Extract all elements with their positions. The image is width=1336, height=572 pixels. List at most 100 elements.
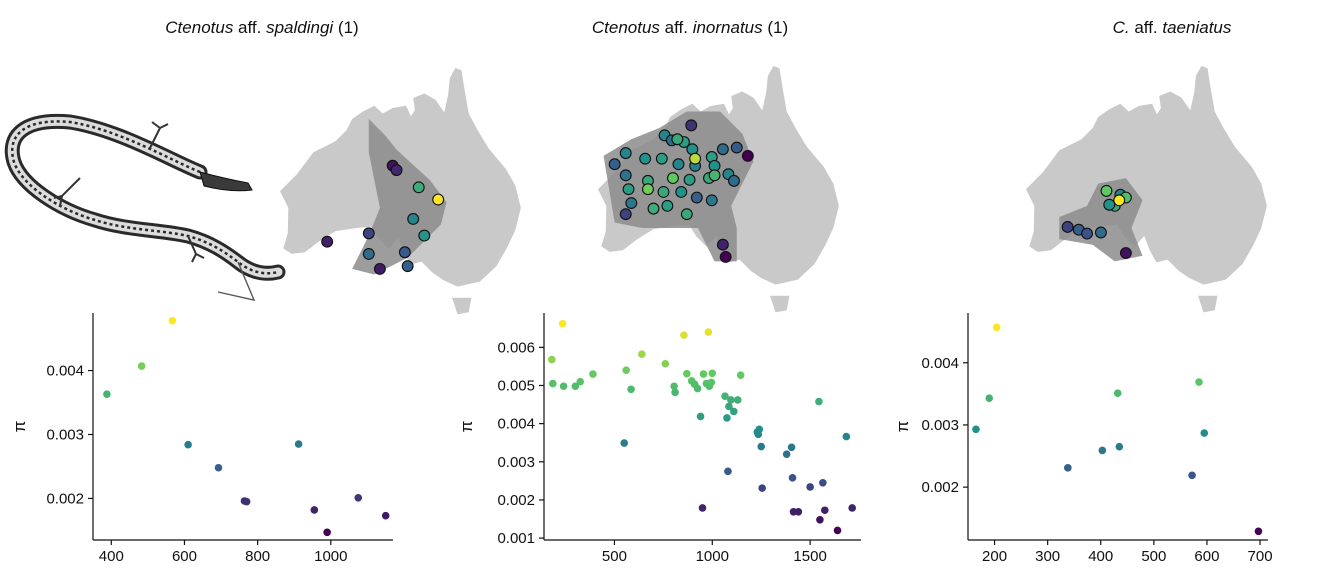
title-part: (1) <box>763 18 789 37</box>
y-tick-label: 0.001 <box>497 530 535 547</box>
sample-site <box>418 229 431 242</box>
data-point <box>723 414 731 422</box>
title-part: C. <box>1113 18 1130 37</box>
x-tick-label: 800 <box>245 548 270 565</box>
tasmania-map <box>1198 295 1218 313</box>
x-tick-label: 200 <box>982 548 1007 565</box>
sample-site <box>1113 194 1126 207</box>
data-point <box>992 323 1001 332</box>
data-point <box>788 474 797 482</box>
data-point <box>559 382 568 391</box>
species-range <box>603 111 754 262</box>
sample-site <box>641 183 654 196</box>
data-point <box>622 366 630 375</box>
sample-site <box>407 213 420 225</box>
map-panel-3 <box>1026 65 1267 313</box>
sample-site <box>619 147 632 160</box>
data-point <box>661 359 670 368</box>
x-tick-label: 1500 <box>793 548 826 565</box>
data-point <box>1098 446 1107 455</box>
sample-site <box>1100 184 1113 197</box>
data-point <box>1188 471 1196 480</box>
data-point <box>833 526 842 535</box>
title-part: aff. <box>660 18 693 37</box>
data-point <box>589 370 597 378</box>
data-point <box>1115 442 1124 451</box>
title-part: aff. <box>233 18 266 37</box>
sample-site <box>741 149 754 162</box>
data-point <box>721 392 729 400</box>
x-tick-label: 400 <box>1088 548 1113 565</box>
data-point <box>1200 429 1209 437</box>
x-tick-label: 500 <box>1141 548 1166 565</box>
data-point <box>214 463 223 472</box>
sample-site <box>362 247 375 260</box>
data-point <box>820 506 829 515</box>
x-tick-label: 600 <box>172 548 197 565</box>
title-part: aff. <box>1130 18 1163 37</box>
sample-site <box>608 158 621 171</box>
data-point <box>696 412 705 421</box>
data-point <box>819 478 827 487</box>
tasmania-map <box>452 297 472 315</box>
data-point <box>310 506 319 514</box>
title-part: Ctenotus <box>165 18 234 37</box>
data-point <box>758 484 766 492</box>
sample-site <box>661 199 674 212</box>
data-point <box>693 384 702 393</box>
sample-site <box>1094 226 1107 239</box>
sample-site <box>728 174 740 187</box>
y-tick-label: 0.004 <box>921 355 959 372</box>
sample-site <box>685 119 698 132</box>
sample-site <box>619 208 632 221</box>
data-point <box>680 331 688 339</box>
y-tick-label: 0.003 <box>46 426 84 443</box>
data-point <box>725 402 733 411</box>
data-point <box>730 407 738 416</box>
data-point <box>558 319 567 328</box>
x-tick-label: 600 <box>1194 548 1219 565</box>
panel-title-2: Ctenotus aff. inornatus (1) <box>592 18 788 37</box>
data-point <box>1113 389 1122 398</box>
scatter-panel-2: 500 1000 1500 0.001 0.002 0.003 0.004 0.005 0.00… <box>457 313 861 572</box>
data-point <box>381 511 390 520</box>
data-point <box>733 396 742 404</box>
sample-site <box>716 238 729 251</box>
y-tick-label: 0.002 <box>46 490 84 507</box>
title-part: Ctenotus <box>592 18 661 37</box>
sample-site <box>321 235 334 248</box>
map-panel-1 <box>280 67 521 315</box>
data-point <box>985 394 994 403</box>
sample-site <box>1081 227 1094 240</box>
y-axis-label: π <box>10 421 29 433</box>
data-point <box>354 493 363 502</box>
sample-site <box>672 158 685 171</box>
data-point <box>627 385 635 394</box>
data-point <box>724 467 732 476</box>
data-point <box>549 379 557 388</box>
sample-site <box>625 197 638 210</box>
sample-site <box>716 143 729 156</box>
data-point <box>782 450 791 458</box>
sample-site <box>622 183 635 196</box>
data-point <box>848 504 856 512</box>
y-tick-label: 0.002 <box>921 479 959 496</box>
data-point <box>576 377 585 386</box>
sample-site <box>647 202 660 215</box>
skink-lizard-illustration <box>4 113 286 301</box>
data-point <box>815 397 823 406</box>
data-point <box>816 515 824 524</box>
data-point <box>1254 527 1263 536</box>
australia-map <box>1026 65 1267 285</box>
sample-site <box>432 193 445 206</box>
sample-site <box>655 152 668 165</box>
map-panel-2 <box>598 65 839 313</box>
data-point <box>787 443 796 452</box>
data-point <box>972 425 980 434</box>
sample-site <box>680 208 693 221</box>
data-point <box>1195 378 1203 386</box>
sample-site <box>719 250 732 263</box>
sample-site <box>705 194 718 207</box>
data-point <box>683 369 691 378</box>
